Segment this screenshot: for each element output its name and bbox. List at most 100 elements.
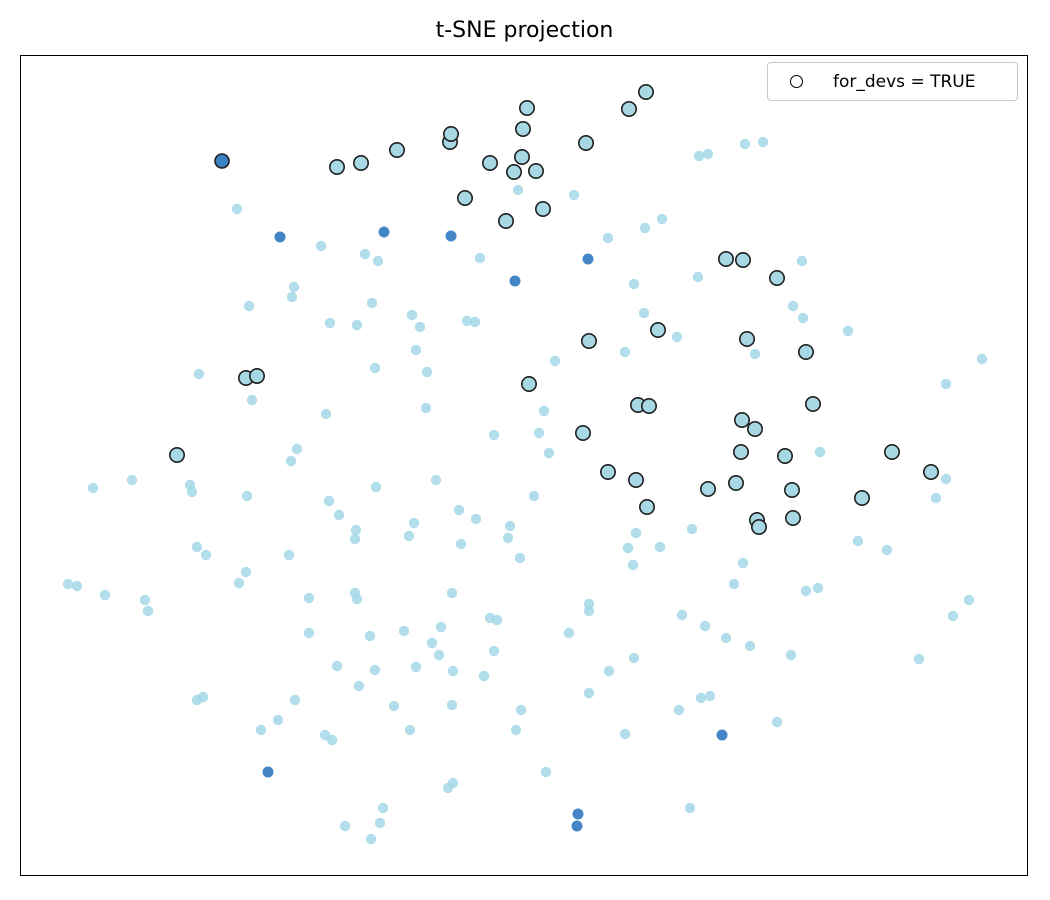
open-circle-icon: [790, 75, 803, 88]
scatter-point: [366, 297, 378, 309]
scatter-point: [469, 316, 481, 328]
scatter-point: [388, 700, 400, 712]
scatter-point: [582, 253, 594, 265]
scatter-point: [804, 395, 821, 412]
scatter-point: [315, 240, 327, 252]
scatter-point: [515, 704, 527, 716]
scatter-point: [461, 315, 473, 327]
scatter-point: [403, 530, 415, 542]
scatter-point: [414, 321, 426, 333]
scatter-point: [673, 704, 685, 716]
scatter-point: [352, 155, 369, 172]
scatter-point: [695, 692, 707, 704]
scatter-point: [369, 362, 381, 374]
scatter-point: [583, 605, 595, 617]
scatter-point: [272, 714, 284, 726]
scatter-point: [796, 255, 808, 267]
scatter-point: [638, 498, 655, 515]
scatter-point: [583, 687, 595, 699]
scatter-point: [364, 630, 376, 642]
scatter-point: [488, 429, 500, 441]
scatter-point: [333, 509, 345, 521]
scatter-point: [728, 578, 740, 590]
scatter-point: [233, 577, 245, 589]
scatter-point: [704, 690, 716, 702]
scatter-point: [852, 535, 864, 547]
scatter-point: [637, 84, 654, 101]
scatter-point: [963, 594, 975, 606]
scatter-point: [720, 632, 732, 644]
scatter-point: [692, 271, 704, 283]
scatter-point: [404, 724, 416, 736]
legend-label: for_devs = TRUE: [833, 71, 976, 92]
scatter-point: [455, 538, 467, 550]
scatter-point: [686, 523, 698, 535]
plot-area: [20, 55, 1028, 876]
scatter-point: [169, 446, 186, 463]
scatter-point: [435, 621, 447, 633]
scatter-point: [649, 321, 666, 338]
chart-title: t-SNE projection: [435, 18, 614, 43]
scatter-point: [785, 649, 797, 661]
scatter-point: [191, 541, 203, 553]
scatter-point: [734, 252, 751, 269]
scatter-point: [639, 222, 651, 234]
scatter-point: [538, 405, 550, 417]
scatter-point: [976, 353, 988, 365]
scatter-point: [739, 138, 751, 150]
scatter-point: [365, 833, 377, 845]
scatter-point: [410, 661, 422, 673]
scatter-point: [853, 489, 870, 506]
scatter-point: [568, 189, 580, 201]
scatter-point: [549, 355, 561, 367]
scatter-point: [733, 411, 750, 428]
scatter-point: [283, 549, 295, 561]
scatter-point: [543, 447, 555, 459]
scatter-point: [377, 802, 389, 814]
scatter-point: [638, 307, 650, 319]
scatter-point: [426, 637, 438, 649]
scatter-point: [749, 348, 761, 360]
scatter-point: [353, 680, 365, 692]
scatter-point: [126, 474, 138, 486]
scatter-point: [619, 346, 631, 358]
scatter-point: [577, 135, 594, 152]
scatter-point: [797, 312, 809, 324]
scatter-point: [200, 549, 212, 561]
scatter-point: [369, 664, 381, 676]
scatter-point: [255, 724, 267, 736]
scatter-point: [231, 203, 243, 215]
scatter-point: [433, 649, 445, 661]
scatter-point: [378, 226, 390, 238]
scatter-point: [491, 614, 503, 626]
scatter-point: [693, 150, 705, 162]
scatter-point: [930, 492, 942, 504]
scatter-point: [768, 269, 785, 286]
scatter-point: [518, 100, 535, 117]
scatter-point: [528, 490, 540, 502]
scatter-point: [509, 275, 521, 287]
scatter-point: [370, 481, 382, 493]
scatter-point: [488, 645, 500, 657]
scatter-point: [738, 330, 755, 347]
scatter-point: [512, 184, 524, 196]
scatter-point: [331, 660, 343, 672]
scatter-point: [514, 121, 531, 138]
scatter-point: [800, 585, 812, 597]
scatter-point: [241, 490, 253, 502]
scatter-point: [676, 609, 688, 621]
scatter-point: [671, 331, 683, 343]
scatter-point: [580, 332, 597, 349]
scatter-point: [727, 474, 744, 491]
scatter-point: [684, 802, 696, 814]
scatter-point: [420, 402, 432, 414]
scatter-point: [453, 504, 465, 516]
scatter-point: [410, 344, 422, 356]
scatter-point: [478, 670, 490, 682]
scatter-point: [628, 278, 640, 290]
scatter-point: [99, 589, 111, 601]
scatter-point: [408, 517, 420, 529]
scatter-point: [349, 533, 361, 545]
scatter-point: [599, 463, 616, 480]
